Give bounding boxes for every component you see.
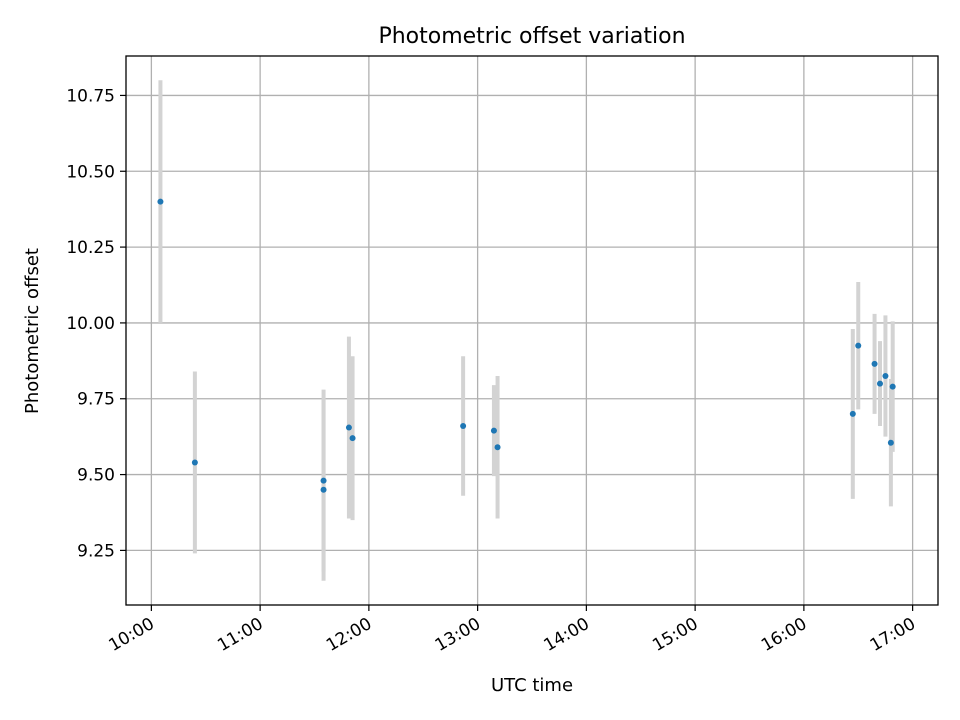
data-point <box>849 410 856 417</box>
data-point <box>157 198 164 205</box>
data-point <box>460 423 467 430</box>
y-tick-label: 10.75 <box>66 86 115 106</box>
data-point <box>320 477 327 484</box>
y-tick-label: 9.50 <box>77 466 115 486</box>
data-point <box>877 380 883 387</box>
x-axis-ticks: 10:00 11:00 12:00 13:00 14:00 15:00 16:00 17:00 <box>105 605 919 656</box>
y-tick-label: 10.50 <box>66 162 115 182</box>
errorbars <box>158 80 895 581</box>
y-tick-label: 10.25 <box>66 238 115 258</box>
x-axis-label: UTC time <box>491 675 573 696</box>
x-tick-label: 12:00 <box>323 614 375 656</box>
data-point <box>494 444 501 451</box>
y-tick-label: 9.75 <box>77 390 115 410</box>
data-point <box>882 372 889 379</box>
y-axis-ticks: 9.25 9.50 9.75 10.00 10.25 10.50 10.75 <box>66 86 126 561</box>
x-tick-label: 13:00 <box>432 614 484 656</box>
data-point <box>349 435 356 442</box>
data-point <box>871 360 878 367</box>
x-tick-label: 15:00 <box>649 614 701 656</box>
x-tick-label: 11:00 <box>214 614 266 656</box>
x-tick-label: 14:00 <box>540 614 592 656</box>
data-point <box>889 383 896 390</box>
grid <box>126 56 938 605</box>
y-tick-label: 10.00 <box>66 314 115 334</box>
data-point <box>320 486 327 493</box>
data-point <box>855 342 862 349</box>
data-point <box>490 427 497 434</box>
data-point <box>345 424 352 431</box>
x-tick-label: 17:00 <box>867 614 919 656</box>
x-tick-label: 16:00 <box>758 614 810 656</box>
data-points <box>157 198 896 493</box>
x-tick-label: 10:00 <box>105 614 157 656</box>
data-point <box>887 439 894 446</box>
y-tick-label: 9.25 <box>77 541 115 561</box>
y-axis-label: Photometric offset <box>22 248 43 414</box>
data-point <box>191 459 198 466</box>
plot-frame <box>125 55 939 606</box>
chart-title: Photometric offset variation <box>378 24 685 49</box>
